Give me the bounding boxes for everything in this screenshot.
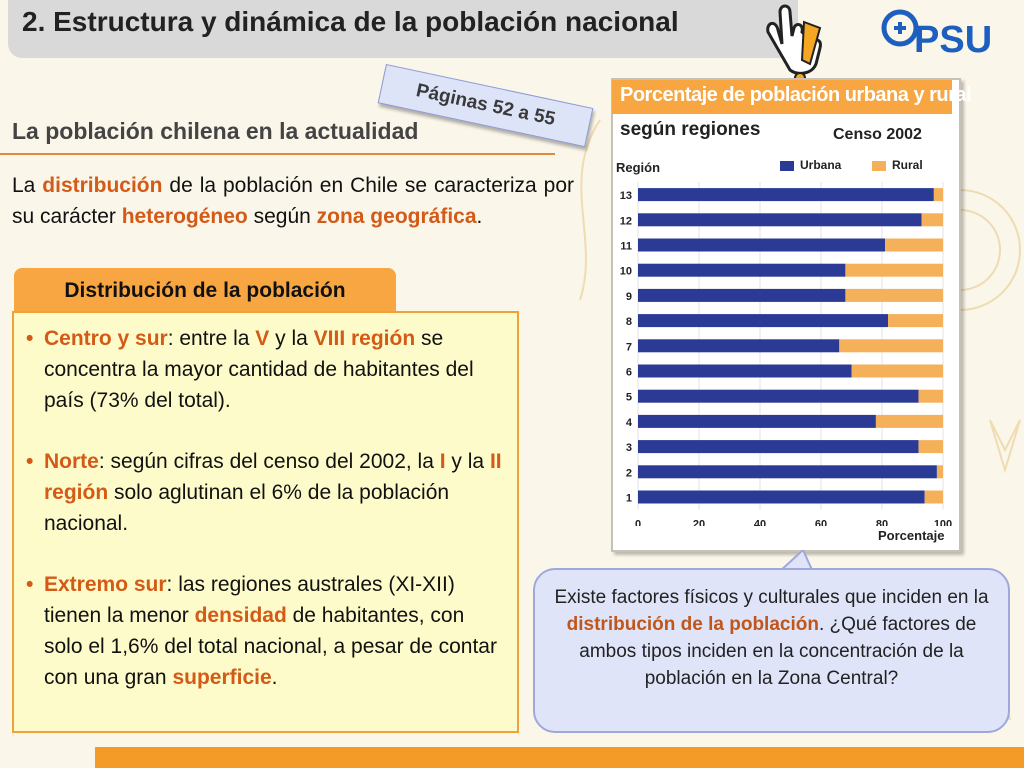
page-title: 2. Estructura y dinámica de la población… [22,6,679,37]
logo-text: PSU [914,19,992,58]
y-tick-label: 8 [626,316,632,328]
subtitle-divider [0,153,555,155]
legend-urban: Urbana [780,158,841,172]
y-tick-label: 6 [626,367,632,379]
y-tick-label: 10 [620,266,632,278]
footer-bar [95,747,1024,768]
bar-rural [845,263,943,277]
bar-rural [875,414,943,428]
bubble-tail [778,550,814,573]
bar-urbana [638,288,846,302]
bar-urbana [638,414,876,428]
x-tick-label: 60 [815,519,827,526]
highlight-term: distribución de la población [566,614,819,635]
y-tick-label: 4 [626,417,633,429]
y-tick-label: 12 [620,215,632,227]
bar-urbana [638,440,919,454]
bar-rural [845,288,943,302]
y-tick-label: 9 [626,291,632,303]
highlight-term: distribución [42,174,163,197]
y-tick-label: 7 [626,341,632,353]
bar-urbana [638,238,886,252]
bar-rural [924,490,943,504]
highlight-term: heterogéneo [121,205,248,228]
y-tick-label: 13 [620,190,632,202]
bar-rural [918,389,943,403]
question-bubble: Existe factores físicos y culturales que… [533,568,1010,733]
distribution-tab-label: Distribución de la población [14,268,396,312]
y-tick-label: 1 [626,493,632,505]
x-tick-label: 80 [876,519,888,526]
bar-urbana [638,188,934,202]
bullet-norte: Norte: según cifras del censo del 2002, … [26,446,503,539]
legend-rural: Rural [872,158,923,172]
chart-title: Porcentaje de población urbana y rural [620,84,972,106]
chart-y-axis-label: Región [616,160,661,175]
highlight-term: zona geográfica [316,205,477,228]
bar-rural [918,440,943,454]
bar-urbana [638,263,846,277]
bar-urbana [638,465,937,479]
chart-census-label: Censo 2002 [833,126,922,143]
chart-subtitle: según regiones [620,119,761,140]
bar-urbana [638,213,922,227]
title-bar: 2. Estructura y dinámica de la población… [8,0,798,58]
bar-urbana [638,364,852,378]
bullet-centro-sur: Centro y sur: entre la V y la VIII regió… [26,323,503,416]
bar-rural [933,188,943,202]
y-tick-label: 11 [620,241,632,253]
bar-rural [851,364,943,378]
legend-urban-swatch [780,160,794,171]
bar-urbana [638,389,919,403]
bar-rural [936,465,943,479]
bar-urbana [638,490,925,504]
x-tick-label: 40 [754,519,766,526]
x-tick-label: 100 [934,519,952,526]
distribution-box: Centro y sur: entre la V y la VIII regió… [12,311,519,733]
bullet-extremo-sur: Extremo sur: las regiones australes (XI-… [26,569,503,693]
pointing-hand-icon [766,4,822,84]
psu-logo: PSU [881,9,992,58]
bar-rural [921,213,943,227]
chart-x-axis-label: Porcentaje [878,528,945,543]
x-tick-label: 20 [693,519,705,526]
y-tick-label: 2 [626,467,632,479]
bar-rural [839,339,943,353]
section-subtitle: La población chilena en la actualidad [12,118,419,144]
x-tick-label: 0 [635,519,641,526]
intro-paragraph: La distribución de la población en Chile… [12,174,574,228]
bar-rural [885,238,943,252]
legend-rural-swatch [872,160,886,171]
y-tick-label: 5 [626,392,632,404]
bar-urbana [638,339,840,353]
chart-title-band [612,80,952,114]
bar-urbana [638,314,889,328]
bar-rural [888,314,943,328]
y-tick-label: 3 [626,442,632,454]
